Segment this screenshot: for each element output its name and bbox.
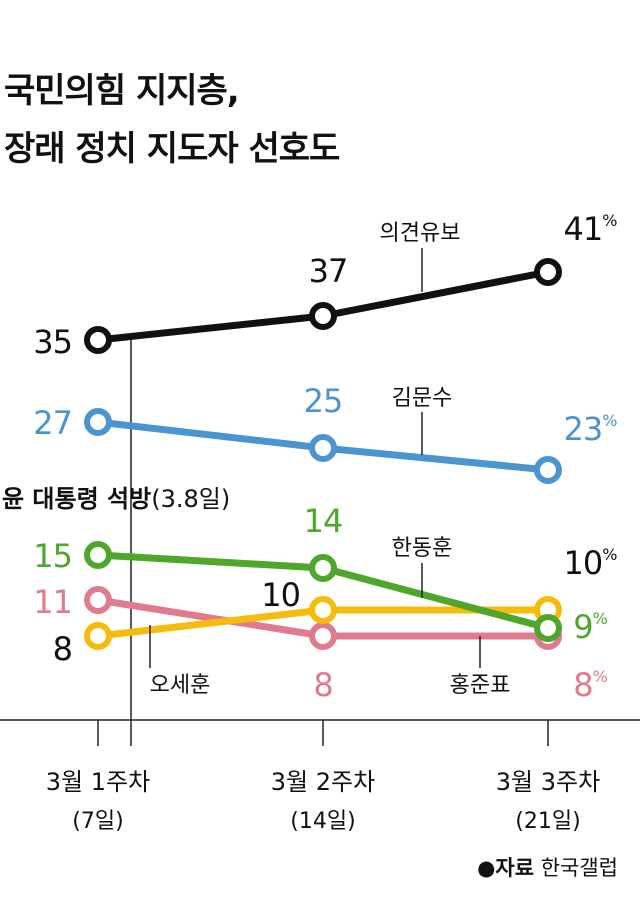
data-point xyxy=(309,596,337,624)
release-annotation: 윤 대통령 석방(3.8일) xyxy=(2,485,230,513)
data-label: 10 xyxy=(261,576,300,614)
data-label: 37 xyxy=(309,252,348,290)
chart-title: 국민의힘 지지층, 장래 정치 지도자 선호도 xyxy=(4,62,340,178)
data-point xyxy=(84,541,112,569)
data-label: 15 xyxy=(33,537,72,575)
series-name-label: 한동훈 xyxy=(392,536,453,561)
data-point xyxy=(309,622,337,650)
data-point xyxy=(534,614,562,642)
data-label: 11 xyxy=(33,583,72,621)
data-point xyxy=(309,434,337,462)
x-tick-label: 3월 1주차 xyxy=(46,768,150,796)
data-label: 27 xyxy=(33,404,72,442)
data-label: 14 xyxy=(304,502,343,540)
data-point xyxy=(534,258,562,286)
data-label: 25 xyxy=(304,382,343,420)
source: ●자료 한국갤럽 xyxy=(477,852,618,882)
data-point xyxy=(534,456,562,484)
data-label: 35 xyxy=(33,323,72,361)
data-label: 23% xyxy=(564,410,618,448)
series-name-label: 오세훈 xyxy=(150,673,211,698)
data-label: 8 xyxy=(53,630,72,668)
source-label: ●자료 xyxy=(477,856,535,880)
x-tick-sublabel: (21일) xyxy=(515,809,580,834)
series-name-label: 의견유보 xyxy=(380,221,461,246)
data-point xyxy=(84,326,112,354)
data-point xyxy=(84,408,112,436)
x-tick-sublabel: (7일) xyxy=(72,809,123,834)
source-value: 한국갤럽 xyxy=(540,856,618,880)
data-point xyxy=(309,302,337,330)
series-name-label: 홍준표 xyxy=(450,673,511,698)
series-name-label: 김문수 xyxy=(392,386,453,411)
x-tick-sublabel: (14일) xyxy=(290,809,355,834)
data-point xyxy=(84,586,112,614)
x-tick-label: 3월 2주차 xyxy=(271,768,375,796)
title-line-1: 국민의힘 지지층, xyxy=(4,71,240,111)
data-point xyxy=(309,554,337,582)
data-label: 8 xyxy=(313,666,332,704)
title-line-2: 장래 정치 지도자 선호도 xyxy=(4,129,340,169)
data-label: 9% xyxy=(573,608,607,646)
data-label: 41% xyxy=(564,210,618,248)
x-tick-label: 3월 3주차 xyxy=(496,768,600,796)
data-point xyxy=(84,622,112,650)
data-label: 10% xyxy=(564,544,618,582)
data-label: 8% xyxy=(573,666,607,704)
